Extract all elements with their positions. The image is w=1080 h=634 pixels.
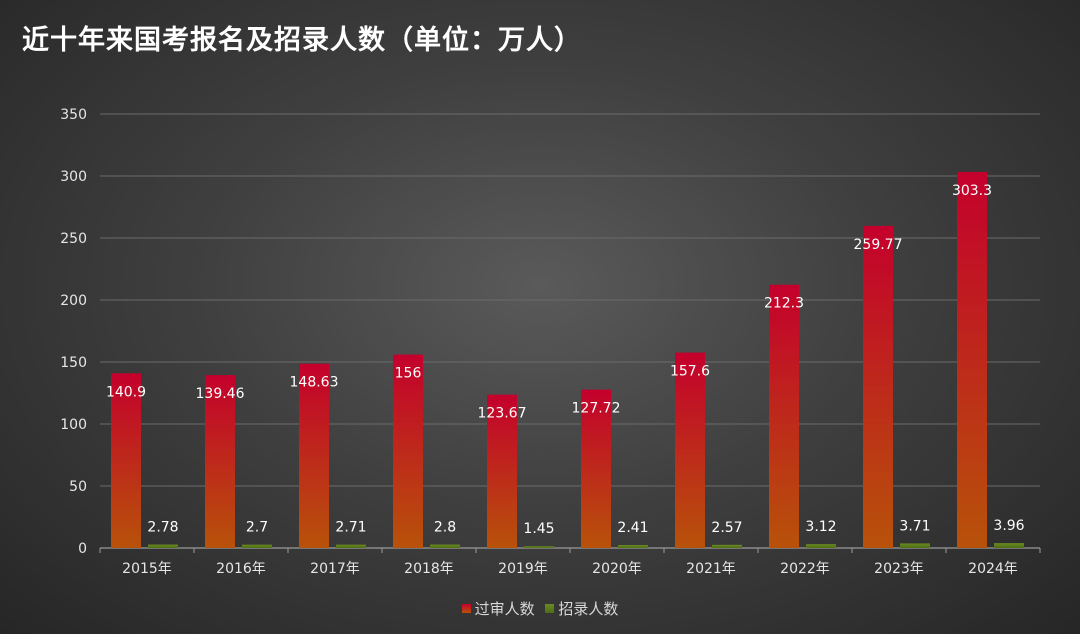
y-tick-label: 50: [69, 479, 87, 495]
bar-series-1[interactable]: [336, 544, 366, 548]
data-label-series-0: 303.3: [952, 183, 992, 199]
x-axis: 2015年 2016年 2017年 2018年 2019年 2020年 2021年 2022年…: [122, 561, 1018, 577]
gridlines: [99, 113, 1041, 553]
bar-series-0[interactable]: [111, 373, 141, 548]
x-tick-label: 2020年: [592, 561, 642, 577]
data-label-series-0: 212.3: [764, 296, 804, 312]
bar-series-0[interactable]: [205, 375, 235, 548]
y-tick-label: 350: [60, 107, 87, 123]
data-label-series-0: 123.67: [478, 406, 527, 422]
bar-series-0[interactable]: [769, 284, 799, 548]
bar-series-0[interactable]: [487, 394, 517, 548]
bar-series-1[interactable]: [806, 544, 836, 548]
bar-series-1[interactable]: [900, 543, 930, 548]
x-tick-label: 2015年: [122, 561, 172, 577]
data-label-series-0: 156: [395, 366, 422, 382]
x-tick-label: 2023年: [874, 561, 924, 577]
data-label-series-0: 259.77: [854, 237, 903, 253]
bar-series-0[interactable]: [393, 354, 423, 548]
bar-series-1[interactable]: [148, 544, 178, 548]
legend-item-series-1[interactable]: 招录人数: [545, 598, 618, 619]
data-labels: 140.9 2.78 139.46 2.7 148.63 2.71 156 2.8 123.67…: [106, 183, 1025, 537]
legend: 过审人数 招录人数: [0, 598, 1080, 619]
bar-series-1[interactable]: [242, 544, 272, 548]
bars: [111, 171, 1024, 548]
bar-series-1[interactable]: [430, 544, 460, 548]
data-label-series-1: 3.12: [805, 519, 836, 535]
data-label-series-0: 157.6: [670, 364, 710, 380]
data-label-series-1: 2.57: [711, 520, 742, 536]
y-tick-label: 200: [60, 293, 87, 309]
bar-series-1[interactable]: [994, 543, 1024, 548]
bar-series-1[interactable]: [712, 544, 742, 548]
y-tick-label: 0: [78, 541, 87, 557]
data-label-series-1: 2.7: [246, 520, 268, 536]
bar-series-1[interactable]: [524, 546, 554, 548]
y-tick-label: 300: [60, 169, 87, 185]
bar-series-0[interactable]: [675, 352, 705, 548]
data-label-series-0: 148.63: [290, 375, 339, 391]
x-tick-label: 2016年: [216, 561, 266, 577]
data-label-series-1: 2.71: [335, 520, 366, 536]
bar-series-0[interactable]: [581, 389, 611, 548]
chart-title: 近十年来国考报名及招录人数（单位：万人）: [22, 25, 582, 56]
data-label-series-0: 127.72: [572, 401, 621, 417]
x-tick-label: 2018年: [404, 561, 454, 577]
bar-series-1[interactable]: [618, 545, 648, 548]
data-label-series-1: 2.8: [434, 520, 456, 536]
legend-swatch-red: [461, 604, 471, 613]
x-tick-label: 2024年: [968, 561, 1018, 577]
legend-label: 招录人数: [558, 600, 619, 618]
x-tick-label: 2019年: [498, 561, 548, 577]
y-tick-label: 150: [60, 355, 87, 371]
x-tick-label: 2021年: [686, 561, 736, 577]
x-tick-label: 2017年: [310, 561, 360, 577]
data-label-series-1: 2.41: [617, 520, 648, 536]
x-tick-label: 2022年: [780, 561, 830, 577]
data-label-series-1: 1.45: [523, 521, 554, 537]
legend-swatch-green: [545, 604, 555, 613]
y-tick-label: 250: [60, 231, 87, 247]
data-label-series-1: 2.78: [147, 520, 178, 536]
y-axis: 0 50 100 150 200 250 300 350: [60, 107, 87, 557]
bar-series-0[interactable]: [863, 225, 893, 548]
legend-item-series-0[interactable]: 过审人数: [461, 598, 535, 619]
data-label-series-1: 3.71: [899, 518, 930, 534]
data-label-series-0: 140.9: [106, 384, 146, 400]
bar-series-0[interactable]: [957, 171, 987, 548]
data-label-series-0: 139.46: [196, 386, 245, 402]
data-label-series-1: 3.96: [993, 518, 1024, 534]
y-tick-label: 100: [60, 417, 87, 433]
bar-series-0[interactable]: [299, 363, 329, 548]
legend-label: 过审人数: [474, 600, 535, 618]
